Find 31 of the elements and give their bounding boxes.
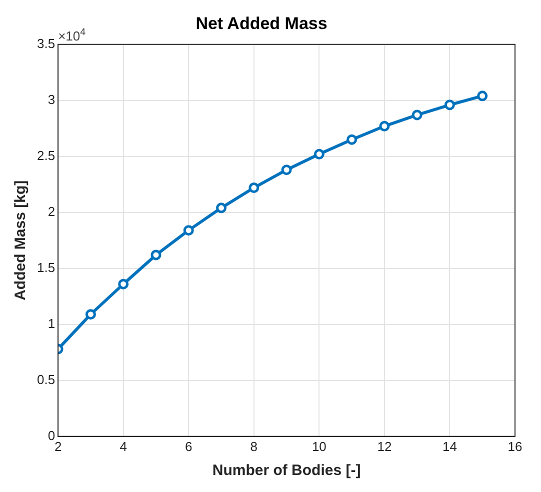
point — [118, 278, 129, 290]
point — [379, 120, 390, 132]
point — [346, 134, 358, 145]
point — [281, 164, 292, 176]
y-axis-title: Added Mass [kg] — [12, 180, 30, 300]
y-tick-label: 2.5 — [36, 148, 56, 163]
y-tick-label: 3.5 — [36, 36, 56, 51]
point — [85, 309, 96, 320]
y-tick-label: 0 — [48, 428, 56, 443]
y-tick-label: 1 — [48, 316, 56, 331]
x-tick-label: 12 — [377, 438, 392, 454]
point — [248, 182, 260, 194]
x-tick-label: 10 — [312, 438, 326, 454]
y-tick-label: 3 — [48, 92, 56, 107]
x-tick-label: 16 — [508, 438, 522, 454]
x-tick-label: 6 — [185, 438, 192, 454]
x-tick-label: 4 — [120, 438, 127, 454]
point — [444, 100, 455, 110]
point — [150, 250, 162, 260]
chart-title: Net Added Mass — [196, 14, 328, 33]
point — [412, 110, 422, 120]
point — [216, 202, 227, 214]
x-tick-label: 14 — [442, 438, 457, 454]
point — [314, 148, 324, 160]
y-tick-label: 0.5 — [36, 372, 56, 387]
y-tick-label: 1.5 — [36, 260, 56, 275]
y-tick-label: 2 — [48, 204, 56, 219]
point — [477, 90, 488, 102]
x-tick-label: 8 — [250, 438, 258, 454]
point — [183, 225, 194, 236]
x-axis-title: Number of Bodies [-] — [212, 462, 361, 480]
